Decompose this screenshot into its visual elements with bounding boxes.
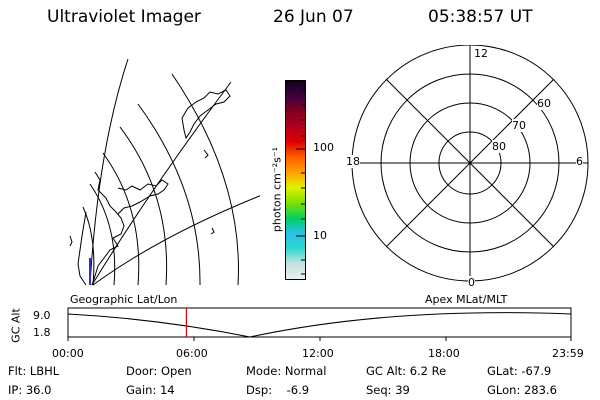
geographic-map — [69, 58, 260, 286]
timeline-right-label: Apex MLat/MLT — [425, 293, 508, 306]
colorbar — [285, 80, 306, 280]
timeline-tick-4: 23:59 — [552, 347, 584, 360]
timeline-y-min: 1.8 — [33, 326, 51, 339]
timeline-tick-2: 12:00 — [302, 347, 334, 360]
date-label: 26 Jun 07 — [273, 7, 354, 27]
timeline-plot[interactable] — [60, 305, 575, 345]
colorbar-tick-10: 10 — [313, 229, 327, 242]
polar-label-6: 6 — [576, 155, 583, 168]
info-door: Door: Open — [126, 364, 192, 378]
polar-label-12: 12 — [474, 47, 488, 60]
colorbar-tick-100: 100 — [313, 141, 334, 154]
polar-label-70: 70 — [512, 119, 526, 132]
timeline-y-max: 9.0 — [33, 309, 51, 322]
timeline-left-label: Geographic Lat/Lon — [70, 293, 178, 306]
info-ip: IP: 36.0 — [8, 383, 52, 397]
info-dsp: Dsp: -6.9 — [246, 383, 310, 397]
timeline-axis-title: GC Alt — [9, 308, 23, 343]
info-gain: Gain: 14 — [126, 383, 175, 397]
timeline-tick-3: 18:00 — [428, 347, 460, 360]
info-seq: Seq: 39 — [366, 383, 410, 397]
colorbar-unit-label: photon cm⁻²s⁻¹ — [270, 146, 284, 233]
colorbar-ticks — [296, 89, 306, 275]
info-glon: GLon: 283.6 — [487, 383, 557, 397]
polar-plot — [351, 45, 589, 282]
polar-label-60: 60 — [537, 97, 551, 110]
info-flt: Flt: LBHL — [8, 364, 60, 378]
info-mode: Mode: Normal — [246, 364, 327, 378]
time-label: 05:38:57 UT — [428, 7, 533, 27]
polar-label-80: 80 — [492, 140, 506, 153]
polar-label-0: 0 — [468, 276, 475, 289]
timeline-tick-0: 00:00 — [52, 347, 84, 360]
polar-label-18: 18 — [346, 155, 360, 168]
info-gcalt: GC Alt: 6.2 Re — [366, 364, 447, 378]
info-glat: GLat: -67.9 — [487, 364, 552, 378]
timeline-tick-1: 06:00 — [176, 347, 208, 360]
instrument-title: Ultraviolet Imager — [47, 7, 201, 27]
